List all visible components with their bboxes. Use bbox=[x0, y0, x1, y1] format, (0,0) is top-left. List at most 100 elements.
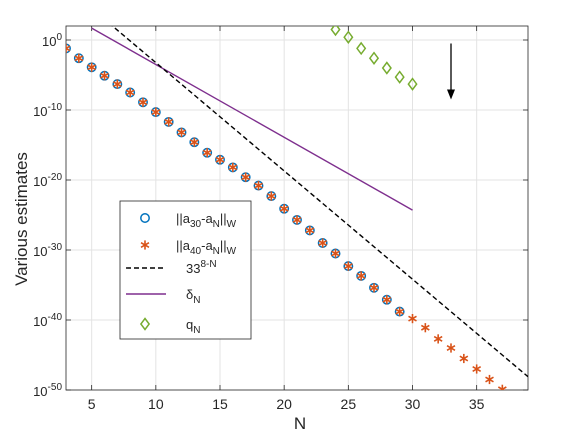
a40-point bbox=[228, 162, 238, 172]
q-point bbox=[343, 30, 354, 44]
asterisk-stroke bbox=[66, 47, 71, 52]
asterisk-stroke bbox=[485, 376, 494, 383]
q-point bbox=[330, 26, 341, 37]
legend-marker-a30 bbox=[140, 213, 150, 223]
asterisk-stroke bbox=[356, 272, 366, 279]
a40-point bbox=[241, 172, 251, 182]
a40-point bbox=[87, 62, 97, 72]
q-point bbox=[368, 51, 380, 65]
asterisk-stroke bbox=[524, 411, 532, 416]
a40-point bbox=[100, 71, 109, 81]
a40-point bbox=[485, 374, 494, 385]
asterisk-stroke bbox=[177, 129, 186, 136]
q-point bbox=[319, 13, 327, 24]
asterisk-stroke bbox=[125, 89, 135, 96]
x-tick-label: 25 bbox=[341, 396, 357, 412]
y-axis-label: Various estimates bbox=[12, 152, 31, 286]
legend-marker-a40 bbox=[140, 240, 150, 250]
asterisk-stroke bbox=[112, 81, 122, 88]
a40-point bbox=[408, 314, 417, 324]
asterisk-stroke bbox=[459, 355, 469, 362]
legend-box bbox=[119, 200, 252, 340]
a40-point bbox=[459, 353, 469, 364]
q-point bbox=[394, 70, 405, 84]
asterisk-stroke bbox=[254, 182, 263, 189]
legend-marker-q bbox=[139, 317, 151, 331]
asterisk-stroke bbox=[215, 156, 225, 163]
asterisk-stroke bbox=[369, 284, 379, 291]
y-tick-label: 10-50 bbox=[33, 382, 62, 399]
legend-label-rate: 338-N bbox=[186, 259, 217, 276]
asterisk-stroke bbox=[164, 118, 174, 125]
asterisk-stroke bbox=[140, 242, 150, 248]
asterisk-stroke bbox=[279, 205, 289, 212]
y-tick-label: 10-30 bbox=[33, 242, 62, 259]
a40-point bbox=[369, 283, 379, 293]
a40-point bbox=[356, 271, 366, 281]
legend-label-delta: δN bbox=[186, 287, 200, 306]
x-tick-label: 15 bbox=[212, 396, 228, 412]
asterisk-stroke bbox=[511, 399, 519, 404]
tick-labels: 5 10 15 20 25 30 35 100 10-10 10-20 10-30 10-40 10-5… bbox=[33, 32, 485, 412]
a40-point bbox=[472, 364, 482, 374]
x-tick-label: 20 bbox=[276, 396, 292, 412]
asterisk-stroke bbox=[395, 308, 405, 315]
a40-point bbox=[125, 87, 135, 98]
plot-area bbox=[66, 3, 532, 416]
a40-point bbox=[177, 127, 186, 137]
a40-point bbox=[382, 295, 392, 305]
asterisk-stroke bbox=[511, 399, 519, 404]
asterisk-stroke bbox=[228, 164, 238, 171]
asterisk-stroke bbox=[331, 250, 340, 257]
a40-point bbox=[138, 97, 148, 107]
a40-point bbox=[215, 155, 225, 165]
asterisk-stroke bbox=[318, 240, 328, 246]
a40-point bbox=[343, 261, 353, 271]
axes-frame bbox=[65, 25, 529, 391]
legend: ||a30-aN||W ||a40-aN||W 338-N δN qN bbox=[119, 200, 252, 340]
a40-point bbox=[254, 181, 263, 191]
legend-label-q: qN bbox=[186, 317, 200, 336]
x-axis-label: N bbox=[294, 414, 306, 433]
asterisk-stroke bbox=[497, 386, 506, 390]
y-tick-label: 10-20 bbox=[33, 172, 62, 189]
asterisk-stroke bbox=[382, 296, 392, 303]
asterisk-stroke bbox=[292, 216, 302, 223]
asterisk-stroke bbox=[472, 366, 482, 372]
asterisk-stroke bbox=[241, 174, 251, 181]
asterisk-stroke bbox=[420, 324, 430, 331]
q-point bbox=[407, 77, 418, 91]
a40-point bbox=[318, 238, 328, 248]
a40-point bbox=[497, 384, 507, 390]
x-tick-label: 35 bbox=[469, 396, 485, 412]
a40-point bbox=[420, 323, 430, 333]
asterisk-stroke bbox=[151, 109, 161, 116]
asterisk-stroke bbox=[100, 72, 109, 79]
a40-point bbox=[189, 137, 199, 147]
a40-point bbox=[433, 334, 443, 344]
a40-point bbox=[112, 79, 122, 89]
asterisk-stroke bbox=[446, 345, 456, 351]
asterisk-stroke bbox=[74, 55, 84, 62]
a40-point bbox=[66, 43, 71, 53]
asterisk-stroke bbox=[189, 139, 199, 146]
a40-point bbox=[279, 204, 289, 214]
asterisk-stroke bbox=[305, 227, 315, 234]
asterisk-stroke bbox=[433, 335, 443, 342]
y-tick-label: 10-10 bbox=[33, 102, 62, 119]
a40-point bbox=[151, 107, 161, 117]
legend-label-a30: ||a30-aN||W bbox=[176, 211, 237, 230]
asterisk-stroke bbox=[87, 64, 97, 71]
x-tick-label: 10 bbox=[148, 396, 164, 412]
legend-label-a40: ||a40-aN||W bbox=[176, 238, 237, 257]
x-tick-label: 30 bbox=[405, 396, 421, 412]
a40-point bbox=[305, 225, 315, 235]
asterisk-stroke bbox=[202, 149, 212, 156]
delta-line bbox=[91, 27, 413, 211]
q-point bbox=[356, 41, 367, 56]
q-point bbox=[306, 3, 314, 14]
y-tick-label: 100 bbox=[42, 32, 62, 49]
rate-dashed-line bbox=[111, 26, 528, 378]
